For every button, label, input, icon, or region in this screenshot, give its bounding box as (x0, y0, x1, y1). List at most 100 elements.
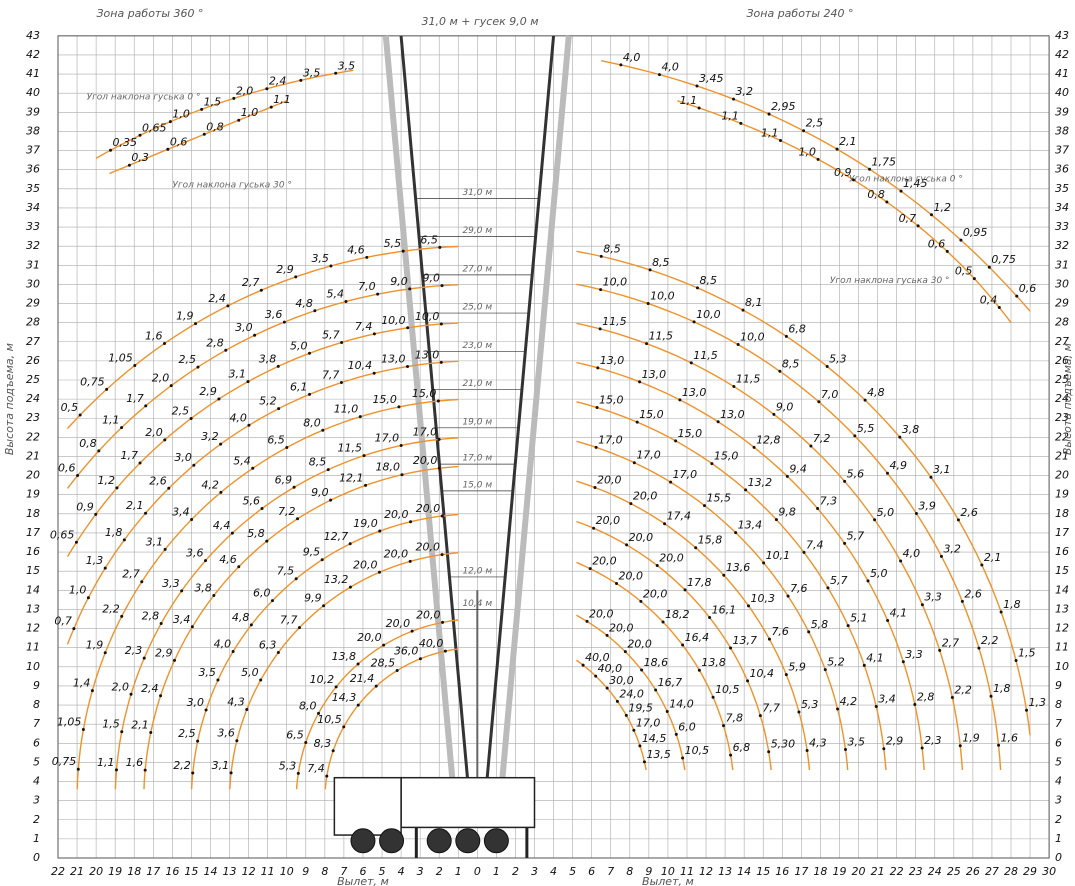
load-label: 2,9 (886, 735, 904, 748)
load-label: 3,5 (303, 66, 321, 79)
load-point (1014, 659, 1018, 663)
load-label: 4,6 (347, 243, 365, 256)
load-label: 7,6 (790, 582, 808, 595)
load-point (846, 624, 850, 628)
y-tick-label: 13 (26, 602, 40, 615)
x-tick-label: 20 (89, 865, 103, 878)
load-label: 10,0 (381, 314, 406, 327)
load-label: 17,8 (687, 576, 712, 589)
y-tick-label: 18 (1055, 507, 1069, 520)
load-label: 0,65 (142, 121, 167, 134)
load-label: 2,0 (145, 426, 163, 439)
load-point (329, 264, 333, 268)
load-point (774, 518, 778, 522)
load-point (320, 558, 324, 562)
load-point (331, 749, 335, 753)
load-label: 9,9 (304, 592, 322, 605)
load-point (826, 586, 830, 590)
y-tick-label: 36 (26, 163, 40, 176)
load-label: 14,5 (642, 732, 667, 745)
load-label: 4,9 (889, 459, 907, 472)
load-point (149, 731, 153, 735)
x-tick-label: 20 (852, 865, 866, 878)
load-label: 1,75 (872, 155, 897, 168)
load-label: 10,1 (766, 549, 791, 562)
load-point (654, 688, 658, 692)
load-point (76, 767, 80, 771)
load-point (863, 398, 867, 402)
load-point (251, 466, 255, 470)
y-tick-label: 34 (26, 201, 40, 214)
load-label: 5,1 (850, 612, 868, 625)
y-tick-label: 17 (1055, 526, 1069, 539)
load-point (956, 518, 960, 522)
load-point (817, 400, 821, 404)
load-point (914, 511, 918, 515)
load-label: 11,5 (736, 373, 761, 386)
load-point (882, 747, 886, 751)
x-tick-label: 2 (436, 865, 443, 878)
load-point (1015, 294, 1019, 298)
load-label: 4,2 (840, 695, 858, 708)
load-point (439, 360, 443, 364)
load-point (802, 129, 806, 133)
load-label: 13,4 (738, 519, 763, 532)
load-point (665, 710, 669, 714)
load-point (235, 739, 239, 743)
load-label: 14,3 (332, 691, 357, 704)
load-label: 6,5 (286, 728, 304, 741)
load-point (614, 582, 618, 586)
load-label: 4,1 (890, 606, 908, 619)
load-point (237, 565, 241, 569)
load-point (729, 753, 733, 757)
load-label: 9,4 (789, 462, 807, 475)
load-label: 2,9 (276, 263, 294, 276)
load-point (406, 326, 410, 330)
load-label: 16,1 (712, 604, 737, 617)
y-tick-label: 22 (26, 430, 40, 443)
load-label: 1,05 (108, 351, 133, 364)
load-point (744, 488, 748, 492)
y-tick-label: 40 (26, 86, 40, 99)
load-label: 4,0 (214, 638, 232, 651)
load-point (399, 443, 403, 447)
load-label: 2,5 (178, 727, 196, 740)
load-point (805, 748, 809, 752)
load-label: 4,0 (229, 411, 247, 424)
load-label: 6,5 (420, 233, 438, 246)
load-label: 2,8 (206, 336, 224, 349)
y-tick-label: 41 (26, 67, 40, 80)
load-point (989, 694, 993, 698)
load-point (190, 625, 194, 629)
load-point (191, 771, 195, 775)
load-point (285, 446, 289, 450)
load-label: 13,0 (381, 352, 406, 365)
load-label: 6,3 (259, 639, 277, 652)
load-point (596, 366, 600, 370)
x-tick-label: 2 (512, 865, 519, 878)
load-point (203, 559, 207, 563)
load-point (605, 633, 609, 637)
load-label: 16,7 (658, 676, 683, 689)
load-label: 0,8 (79, 437, 97, 450)
y-tick-label: 11 (1055, 641, 1069, 654)
load-label: 18,0 (375, 461, 400, 474)
y-tick-label: 14 (26, 583, 40, 596)
load-label: 7,2 (278, 505, 296, 518)
load-label: 28,5 (371, 657, 396, 670)
load-label: 11,5 (338, 442, 363, 455)
load-curve (576, 614, 686, 771)
load-point (408, 559, 412, 563)
load-label: 1,3 (86, 554, 104, 567)
load-label: 2,2 (981, 634, 999, 647)
load-label: 2,6 (964, 587, 982, 600)
load-point (784, 334, 788, 338)
load-point (329, 498, 333, 502)
load-label: 0,8 (867, 188, 885, 201)
x-tick-label: 8 (626, 865, 633, 878)
load-point (144, 511, 148, 515)
load-label: 20,0 (384, 547, 409, 560)
load-point (90, 689, 94, 693)
load-label: 3,9 (918, 499, 936, 512)
load-point (722, 724, 726, 728)
